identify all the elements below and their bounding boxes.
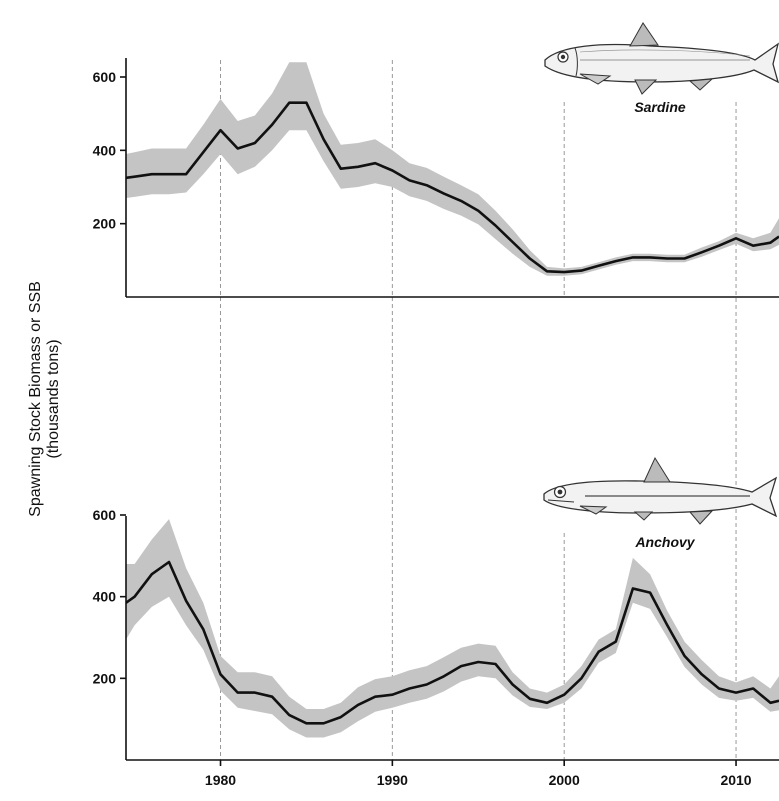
anchovy-illustration bbox=[543, 456, 778, 525]
sardine-y-tick-label-200: 200 bbox=[93, 216, 117, 232]
sardine-panel: 200 400 600 bbox=[93, 58, 779, 298]
sardine-y-tick-label-400: 400 bbox=[93, 142, 117, 158]
sardine-illustration bbox=[544, 22, 779, 95]
x-tick-label-1980: 1980 bbox=[205, 772, 236, 788]
y-axis-title: Spawning Stock Biomass or SSB (thousands… bbox=[27, 281, 62, 517]
sardine-y-tick-label-600: 600 bbox=[93, 69, 117, 85]
y-axis-title-line2: (thousands tons) bbox=[45, 339, 62, 458]
x-tick-label-2000: 2000 bbox=[549, 772, 580, 788]
anchovy-label: Anchovy bbox=[634, 534, 695, 550]
x-tick-label-1990: 1990 bbox=[377, 772, 408, 788]
anchovy-ssb-line bbox=[126, 560, 779, 725]
anchovy-confidence-band bbox=[126, 519, 779, 738]
anchovy-y-tick-label-400: 400 bbox=[93, 589, 117, 605]
anchovy-y-tick-label-200: 200 bbox=[93, 670, 117, 686]
anchovy-y-tick-label-600: 600 bbox=[93, 507, 117, 523]
sardine-confidence-band bbox=[126, 62, 779, 276]
sardine-label: Sardine bbox=[634, 99, 686, 115]
anchovy-panel: 200 400 600 1980 1990 2000 2010 bbox=[93, 507, 779, 788]
sardine-ssb-line bbox=[126, 101, 779, 274]
y-axis-title-line1: Spawning Stock Biomass or SSB bbox=[27, 281, 44, 517]
x-tick-label-2010: 2010 bbox=[720, 772, 751, 788]
